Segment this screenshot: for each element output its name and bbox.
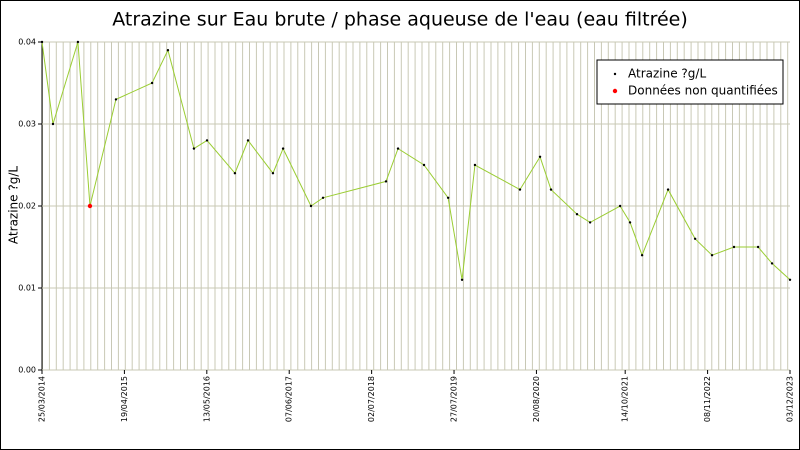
y-tick-label: 0.00 bbox=[18, 366, 36, 375]
data-point bbox=[40, 40, 44, 44]
data-point bbox=[309, 204, 313, 208]
x-tick-label: 03/12/2023 bbox=[786, 376, 795, 422]
data-point bbox=[756, 245, 760, 249]
data-line bbox=[41, 41, 791, 281]
legend: Atrazine ?g/L Données non quantifiées bbox=[596, 59, 784, 105]
x-tick-label: 20/08/2020 bbox=[532, 376, 541, 422]
data-point bbox=[628, 221, 632, 224]
data-point bbox=[666, 188, 670, 191]
y-tick-label: 0.04 bbox=[18, 38, 36, 47]
data-point bbox=[770, 262, 774, 265]
data-point bbox=[271, 172, 275, 175]
y-tick-label: 0.03 bbox=[18, 120, 36, 129]
data-point bbox=[396, 147, 400, 150]
x-tick-label: 02/07/2018 bbox=[367, 376, 376, 422]
data-point bbox=[321, 196, 325, 199]
data-point bbox=[549, 188, 553, 191]
data-point bbox=[588, 221, 592, 224]
x-tick-label: 25/03/2014 bbox=[38, 376, 47, 422]
y-tick-label: 0.02 bbox=[18, 202, 36, 211]
data-point bbox=[693, 237, 697, 240]
chart-title: Atrazine sur Eau brute / phase aqueuse d… bbox=[112, 9, 688, 31]
x-tick-label: 08/11/2022 bbox=[703, 376, 712, 422]
data-point bbox=[281, 147, 285, 150]
legend-marker bbox=[612, 88, 618, 94]
data-point bbox=[233, 172, 237, 175]
data-point bbox=[788, 278, 792, 281]
x-tick-label: 13/05/2016 bbox=[202, 376, 211, 422]
data-point bbox=[114, 98, 118, 101]
data-point bbox=[460, 278, 464, 281]
data-point bbox=[422, 163, 426, 167]
data-point bbox=[575, 213, 579, 216]
data-point bbox=[150, 81, 154, 85]
legend-label: Données non quantifiées bbox=[628, 84, 778, 98]
data-point bbox=[205, 139, 209, 142]
data-point bbox=[538, 155, 542, 158]
legend-box bbox=[596, 59, 784, 105]
y-tick-label: 0.01 bbox=[18, 284, 36, 293]
data-point bbox=[732, 245, 736, 249]
data-point bbox=[384, 180, 388, 183]
data-point bbox=[246, 139, 250, 142]
data-point bbox=[710, 254, 714, 257]
data-point bbox=[518, 188, 522, 191]
data-point bbox=[192, 147, 196, 150]
data-point bbox=[473, 163, 477, 167]
data-point bbox=[166, 49, 170, 52]
data-point bbox=[87, 203, 93, 209]
data-point bbox=[446, 196, 450, 199]
x-tick-label: 07/06/2017 bbox=[285, 376, 294, 422]
legend-marker bbox=[613, 72, 617, 76]
data-point bbox=[618, 204, 622, 208]
data-point bbox=[51, 122, 55, 126]
x-tick-label: 19/04/2015 bbox=[120, 376, 129, 422]
data-point bbox=[76, 40, 80, 44]
data-point bbox=[640, 254, 644, 257]
x-tick-label: 14/10/2021 bbox=[621, 376, 630, 422]
legend-label: Atrazine ?g/L bbox=[628, 67, 706, 81]
x-tick-label: 27/07/2019 bbox=[450, 376, 459, 422]
y-axis-label: Atrazine ?g/L bbox=[7, 166, 21, 244]
